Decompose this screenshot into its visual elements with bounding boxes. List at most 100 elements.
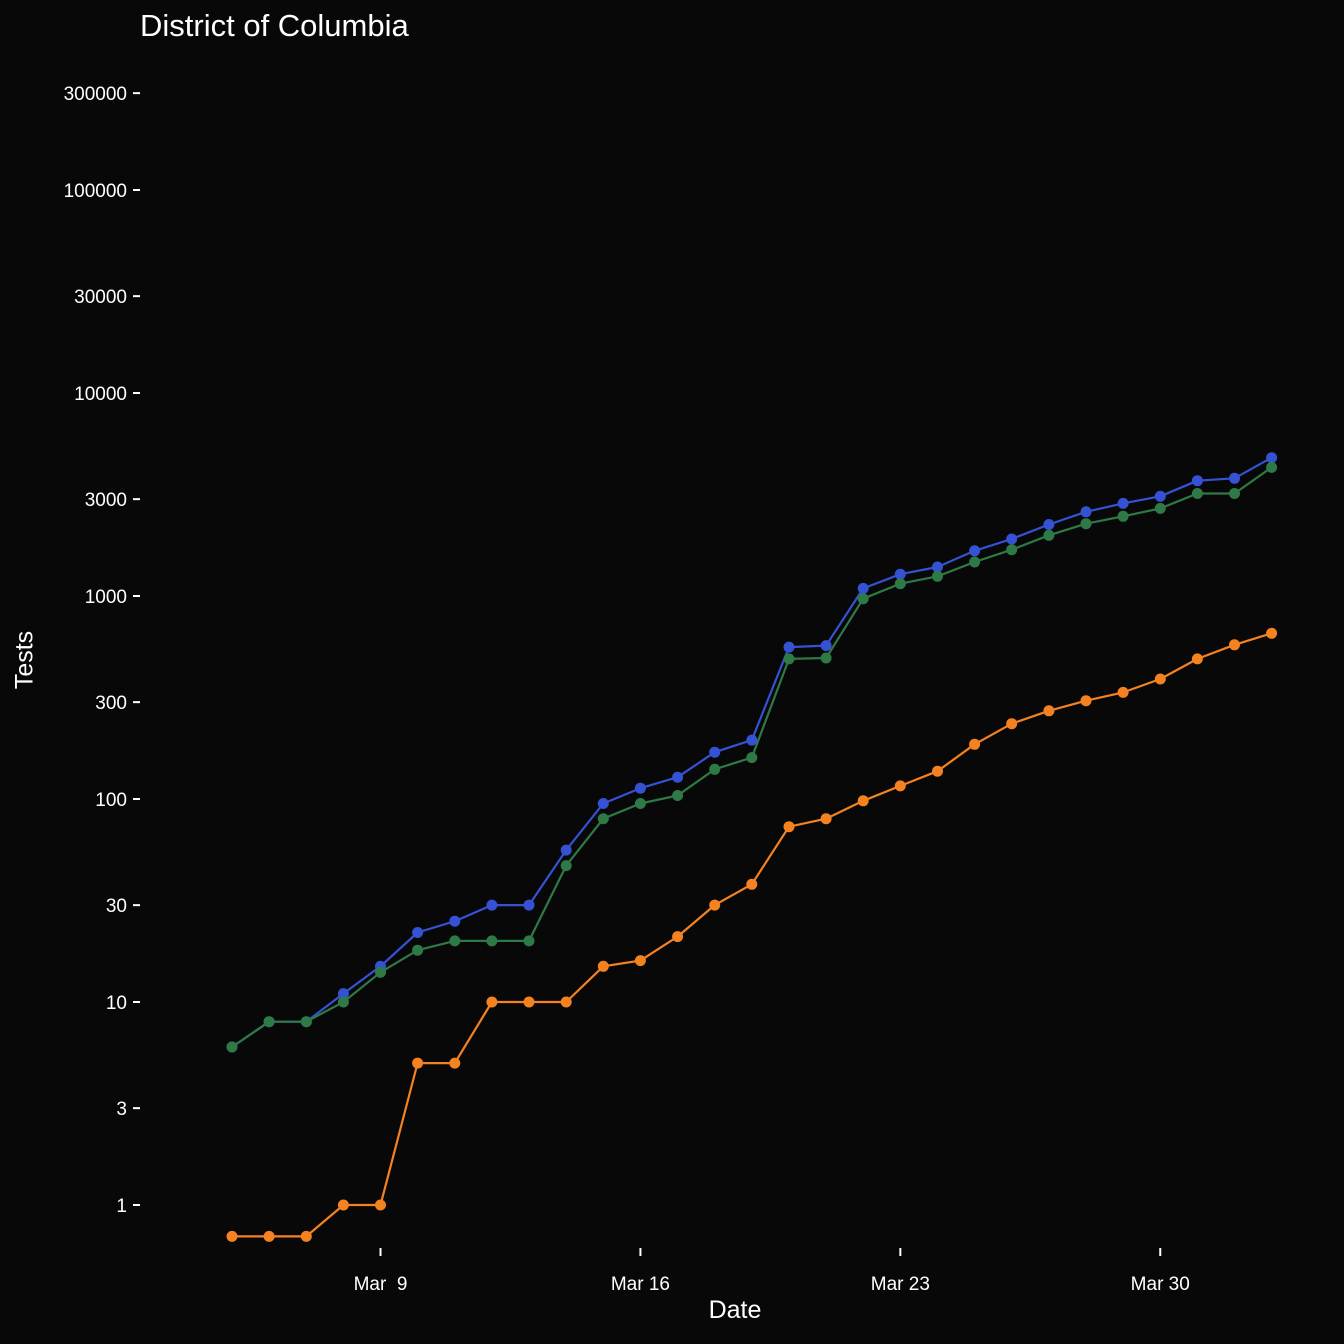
data-point	[375, 966, 386, 978]
data-point	[337, 1199, 349, 1211]
data-point	[634, 955, 646, 967]
data-point	[226, 1230, 238, 1242]
data-point	[746, 734, 758, 746]
y-tick-label: 3	[116, 1099, 127, 1120]
chart-title: District of Columbia	[140, 8, 409, 43]
data-point	[300, 1230, 312, 1242]
data-point	[560, 996, 572, 1008]
data-point	[337, 988, 349, 1000]
data-point	[969, 545, 981, 557]
data-point	[969, 738, 981, 750]
data-point	[375, 1199, 386, 1211]
data-point	[1006, 718, 1018, 730]
x-tick-label: Mar 30	[1131, 1274, 1190, 1295]
data-point	[412, 1057, 424, 1069]
series-1	[226, 461, 1278, 1053]
data-point	[449, 935, 461, 947]
x-tick-label: Mar 16	[611, 1274, 670, 1295]
data-point	[560, 860, 572, 872]
data-point	[597, 960, 609, 972]
x-tick-label: Mar 23	[871, 1274, 930, 1295]
data-point	[412, 944, 424, 956]
data-point	[783, 641, 795, 653]
data-point	[486, 935, 498, 947]
data-point	[1266, 461, 1278, 473]
data-point	[820, 813, 832, 825]
data-point	[1229, 639, 1240, 651]
data-point	[1117, 510, 1129, 522]
y-tick-label: 1000	[85, 587, 127, 608]
data-point	[1154, 673, 1166, 685]
data-point	[1006, 533, 1018, 545]
data-point	[1006, 544, 1018, 556]
data-point	[894, 578, 906, 590]
data-point	[894, 780, 906, 792]
data-point	[300, 1016, 312, 1028]
data-point	[820, 652, 832, 664]
series-layer	[226, 452, 1278, 1242]
data-point	[226, 1041, 238, 1053]
data-point	[263, 1230, 275, 1242]
data-point	[857, 593, 869, 605]
series-2	[226, 627, 1278, 1242]
y-tick-label: 10	[106, 993, 127, 1014]
data-point	[449, 915, 461, 927]
data-point	[597, 798, 609, 809]
data-point	[560, 844, 572, 856]
data-point	[1191, 653, 1203, 665]
data-point	[820, 640, 832, 652]
y-tick-label: 30000	[74, 287, 127, 308]
data-point	[486, 899, 498, 911]
data-point	[932, 570, 943, 582]
data-point	[634, 782, 646, 794]
data-point	[709, 746, 721, 758]
y-tick-label: 100000	[64, 181, 127, 202]
data-point	[969, 556, 981, 568]
data-point	[672, 771, 684, 783]
data-point	[1080, 506, 1092, 518]
data-point	[1266, 627, 1278, 639]
data-point	[597, 813, 609, 825]
data-point	[932, 561, 943, 573]
x-tick-label: Mar 9	[354, 1274, 408, 1295]
data-point	[523, 899, 535, 911]
data-point	[1080, 518, 1092, 530]
data-point	[709, 899, 721, 911]
data-point	[1229, 472, 1240, 484]
data-point	[1266, 452, 1278, 464]
data-point	[523, 935, 535, 947]
data-point	[672, 790, 684, 801]
data-point	[1191, 488, 1203, 499]
data-point	[1117, 497, 1129, 509]
data-point	[1043, 705, 1055, 717]
data-point	[783, 653, 795, 665]
data-point	[672, 931, 684, 943]
y-tick-label: 1	[116, 1196, 127, 1217]
y-tick-label: 10000	[74, 384, 127, 405]
data-point	[709, 763, 721, 775]
data-point	[1229, 488, 1240, 499]
y-axis: 1 3 10 30 100 300 1000 3000 10000 30000 100000 3000…	[64, 84, 140, 1217]
data-point	[746, 878, 758, 890]
data-point	[1080, 695, 1092, 707]
y-tick-label: 30	[106, 896, 127, 917]
data-point	[1154, 490, 1166, 502]
data-point	[857, 582, 869, 594]
y-tick-label: 300	[95, 693, 127, 714]
y-tick-label: 100	[95, 790, 127, 811]
data-point	[1043, 519, 1055, 530]
x-axis-label: Date	[708, 1296, 762, 1324]
data-point	[1191, 475, 1203, 487]
data-point	[634, 798, 646, 809]
data-point	[523, 996, 535, 1008]
data-point	[486, 996, 498, 1008]
y-tick-label: 3000	[85, 490, 127, 511]
data-point	[857, 795, 869, 807]
data-point	[1154, 502, 1166, 514]
data-point	[783, 821, 795, 833]
data-point	[746, 752, 758, 764]
y-tick-label: 300000	[64, 84, 127, 105]
series-line	[232, 632, 1272, 1238]
data-point	[412, 927, 424, 938]
